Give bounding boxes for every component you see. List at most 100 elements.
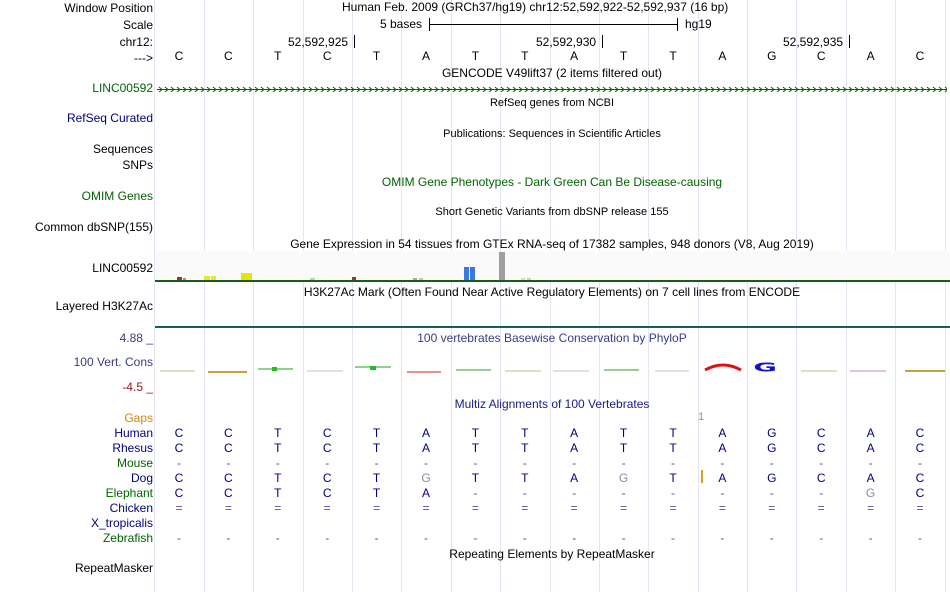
sequence-base: C — [816, 49, 826, 63]
window-position-value: Human Feb. 2009 (GRCh37/hg19) chr12:52,5… — [342, 0, 729, 14]
gtex-bar — [419, 278, 423, 280]
gene-strand-arrows-icon — [157, 86, 947, 92]
sequence-base: C — [915, 49, 925, 63]
alignment-base: - — [424, 531, 428, 545]
alignment-base: C — [224, 426, 233, 440]
h3k27ac-track-label[interactable]: Layered H3K27Ac — [55, 299, 153, 313]
species-label-mouse[interactable]: Mouse — [116, 456, 153, 470]
alignment-base: - — [720, 486, 725, 500]
alignment-base: - — [868, 531, 873, 545]
alignment-base: = — [867, 501, 875, 515]
alignment-base: - — [177, 456, 181, 470]
base-grid-line — [945, 0, 946, 592]
pubs-track-title: Publications: Sequences in Scientific Ar… — [443, 128, 661, 140]
gap-bar — [701, 470, 703, 483]
sequence-base: A — [718, 49, 727, 63]
omim-track-label[interactable]: OMIM Genes — [81, 189, 153, 203]
alignment-base: G — [618, 471, 629, 485]
alignment-base: - — [522, 456, 527, 470]
alignment-base: - — [671, 486, 675, 500]
scale-bar — [429, 24, 677, 25]
alignment-base: T — [274, 441, 282, 455]
alignment-base: - — [473, 456, 478, 470]
chrom-label: chr12: — [119, 35, 153, 49]
species-label-x_tropicalis[interactable]: X_tropicalis — [90, 516, 153, 530]
gtex-bar — [470, 267, 475, 280]
phylop-logo[interactable]: G — [155, 356, 950, 378]
alignment-base: C — [224, 441, 233, 455]
base-grid-line — [204, 0, 205, 592]
alignment-base: = — [224, 501, 232, 515]
gencode-gene-label[interactable]: LINC00592 — [92, 81, 153, 95]
scale-label: Scale — [122, 18, 153, 32]
alignment-base: = — [620, 501, 628, 515]
alignment-base: T — [274, 486, 282, 500]
species-label-zebrafish[interactable]: Zebrafish — [102, 531, 153, 545]
alignment-base: C — [174, 471, 184, 485]
rmsk-track-title: Repeating Elements by RepeatMasker — [449, 547, 655, 561]
gtex-gene-label[interactable]: LINC00592 — [92, 261, 153, 275]
alignment-base: - — [177, 531, 181, 545]
sequence-base: C — [174, 49, 184, 63]
species-label-chicken[interactable]: Chicken — [109, 501, 153, 515]
sequences-track-label[interactable]: Sequences — [92, 142, 153, 156]
alignment-base: - — [473, 531, 478, 545]
gtex-track-title: Gene Expression in 54 tissues from GTEx … — [290, 237, 814, 251]
base-grid-line — [154, 0, 155, 592]
snps-track-label[interactable]: SNPs — [122, 158, 153, 172]
base-grid-line — [796, 0, 797, 592]
alignment-base: C — [174, 441, 184, 455]
alignment-base: = — [718, 501, 726, 515]
sequence-base: C — [224, 49, 233, 63]
alignment-base: = — [916, 501, 924, 515]
dbsnp-track-label[interactable]: Common dbSNP(155) — [34, 220, 153, 234]
phylop-track-label[interactable]: 100 Vert. Cons — [73, 355, 153, 369]
sequence-base: A — [421, 49, 430, 63]
gencode-gene-feature[interactable] — [157, 83, 947, 92]
alignment-base: C — [915, 441, 925, 455]
alignment-base: T — [471, 441, 480, 455]
alignment-base: - — [275, 456, 280, 470]
base-grid-line — [253, 0, 254, 592]
alignment-base: - — [522, 531, 527, 545]
alignment-base: A — [421, 426, 430, 440]
gtex-bar — [183, 278, 186, 280]
base-grid-line — [895, 0, 896, 592]
alignment-base: G — [767, 426, 777, 440]
species-label-dog[interactable]: Dog — [130, 471, 153, 485]
phylop-tick — [370, 366, 376, 370]
alignment-base: = — [669, 501, 677, 515]
alignment-base: C — [224, 471, 233, 485]
species-label-human[interactable]: Human — [114, 426, 153, 440]
scale-bar-right-tick — [677, 18, 678, 31]
species-label-rhesus[interactable]: Rhesus — [112, 441, 153, 455]
gtex-bar — [211, 276, 216, 280]
rmsk-track-label[interactable]: RepeatMasker — [74, 561, 153, 575]
alignment-base: G — [421, 471, 431, 485]
alignment-base: = — [768, 501, 776, 515]
alignment-base: = — [521, 501, 529, 515]
alignment-base: - — [918, 531, 922, 545]
alignment-base: = — [570, 501, 578, 515]
sequence-base: A — [866, 49, 875, 63]
alignment-base: A — [421, 441, 430, 455]
alignment-base: A — [866, 471, 875, 485]
alignment-base: T — [619, 426, 628, 440]
alignment-base: C — [322, 486, 332, 500]
coord-tick-3 — [849, 35, 850, 48]
refseq-track-label[interactable]: RefSeq Curated — [66, 111, 153, 125]
gtex-expression-bars[interactable] — [155, 251, 950, 281]
coord-tick-label-2: 52,592,930 — [536, 35, 597, 49]
alignment-base: A — [570, 471, 579, 485]
alignment-base: = — [817, 501, 825, 515]
coord-tick-2 — [602, 35, 603, 48]
alignment-base: - — [325, 531, 330, 545]
species-label-elephant[interactable]: Elephant — [105, 486, 153, 500]
alignment-base: T — [372, 426, 381, 440]
alignment-base: C — [915, 486, 925, 500]
h3k27ac-track-title: H3K27Ac Mark (Often Found Near Active Re… — [303, 285, 801, 299]
alignment-base: G — [767, 471, 777, 485]
alignment-base: = — [471, 501, 479, 515]
alignment-base: T — [471, 426, 480, 440]
gtex-bar — [310, 278, 315, 280]
